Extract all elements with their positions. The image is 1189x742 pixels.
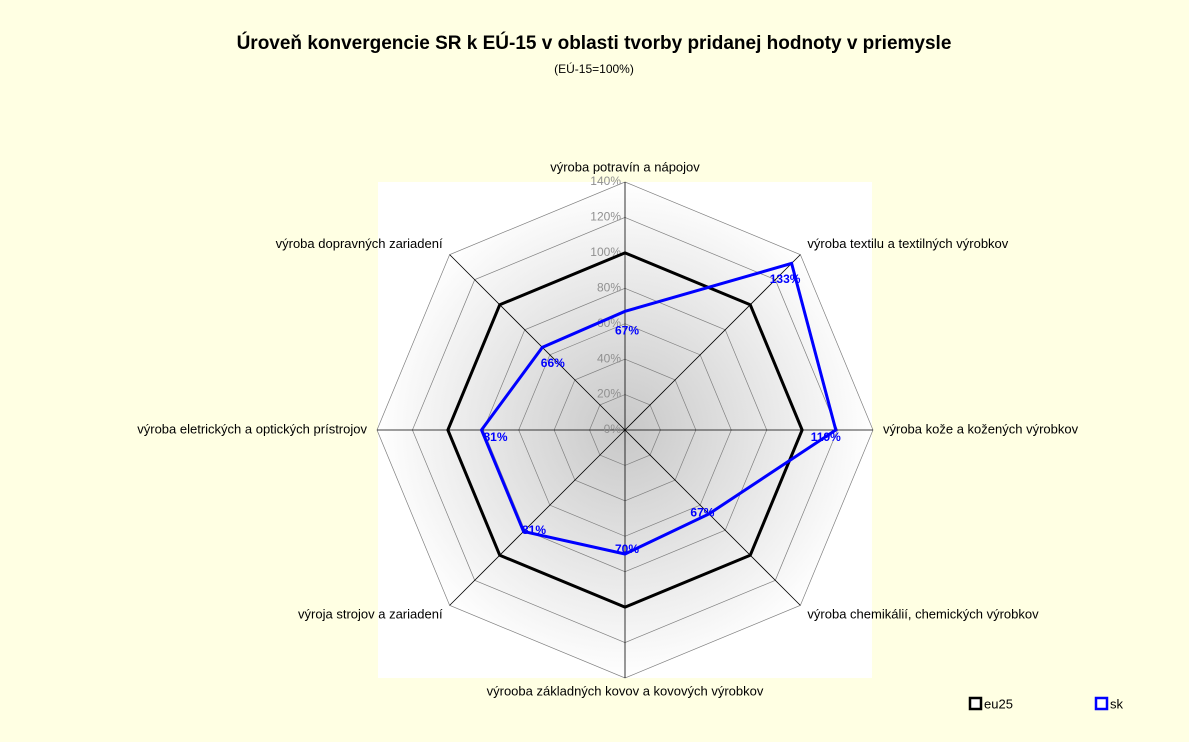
category-label: výrooba základných kovov a kovových výro… bbox=[487, 683, 764, 698]
legend-swatch bbox=[968, 696, 983, 711]
y-tick-label: 100% bbox=[590, 245, 621, 259]
y-tick-label: 80% bbox=[597, 280, 621, 294]
y-tick-label: 140% bbox=[590, 174, 621, 188]
series-line bbox=[479, 261, 838, 556]
spoke bbox=[449, 254, 626, 431]
data-label: 81% bbox=[522, 523, 546, 537]
spoke bbox=[624, 254, 801, 431]
y-tick-label: 20% bbox=[597, 387, 621, 401]
data-label: 133% bbox=[770, 272, 801, 286]
category-label: výroba eletrických a optických prístrojo… bbox=[137, 421, 367, 436]
category-label: výroba textilu a textilných výrobkov bbox=[807, 236, 1008, 251]
data-label: 70% bbox=[615, 542, 639, 556]
category-label: výroba potravín a nápojov bbox=[550, 159, 700, 174]
legend-label: eu25 bbox=[984, 696, 1013, 711]
y-tick-label: 120% bbox=[590, 210, 621, 224]
legend-label: sk bbox=[1110, 696, 1124, 711]
series-line bbox=[446, 251, 804, 609]
data-label: 67% bbox=[690, 506, 714, 520]
chart-title: Úroveň konvergencie SR k EÚ-15 v oblasti… bbox=[237, 32, 952, 54]
data-label: 67% bbox=[615, 323, 639, 337]
data-label: 66% bbox=[541, 356, 565, 370]
y-tick-label: 0% bbox=[604, 422, 622, 436]
y-tick-label: 40% bbox=[597, 351, 621, 365]
category-label: výroba dopravných zariadení bbox=[276, 236, 443, 251]
data-label: 119% bbox=[811, 430, 841, 444]
category-label: výroba kože a kožených výrobkov bbox=[883, 421, 1079, 436]
category-label: výroba chemikálií, chemických výrobkov bbox=[807, 607, 1039, 622]
spoke bbox=[449, 429, 626, 606]
data-label: 81% bbox=[483, 430, 507, 444]
spoke bbox=[624, 429, 801, 606]
legend-swatch bbox=[1094, 696, 1109, 711]
chart-subtitle: (EÚ-15=100%) bbox=[554, 61, 634, 76]
category-label: výroja strojov a zariadení bbox=[298, 607, 443, 622]
